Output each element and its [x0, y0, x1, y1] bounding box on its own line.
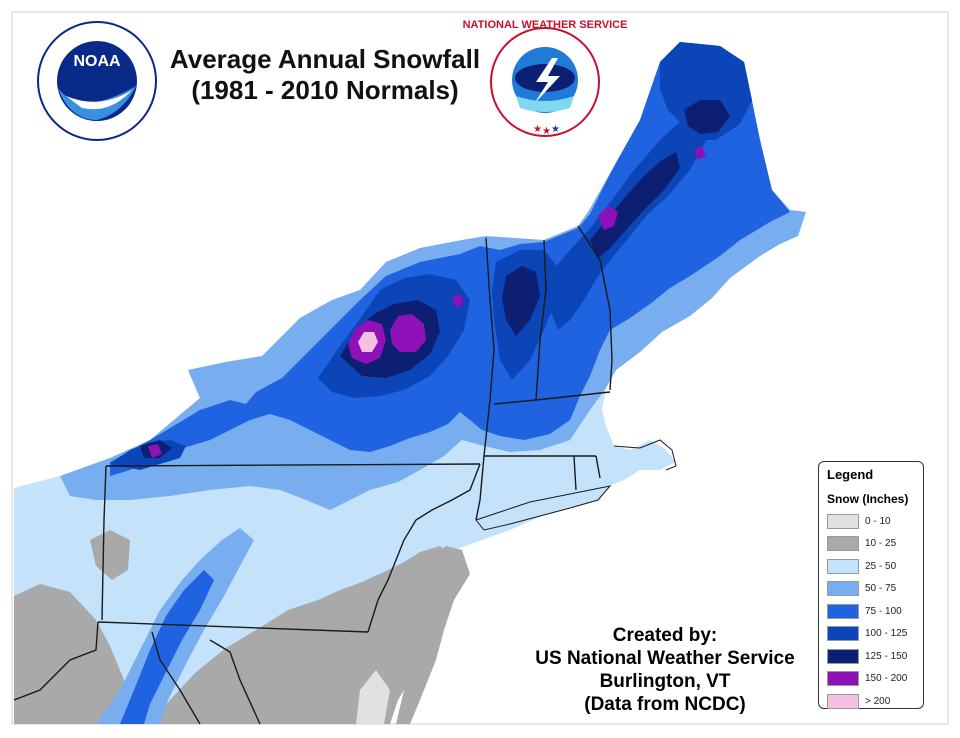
credit-line-1: Created by:	[612, 625, 718, 646]
legend-range-label: 150 - 200	[865, 673, 908, 685]
va-border	[209, 639, 261, 725]
legend-title: Legend	[827, 467, 874, 482]
svg-text:★: ★	[533, 124, 542, 135]
legend-swatch	[827, 536, 859, 552]
legend-item: 25 - 50	[827, 555, 923, 578]
credit-block: Created by: US National Weather Service …	[520, 624, 810, 716]
zone-150-200-adk	[452, 294, 464, 308]
zone-75-100-north	[110, 42, 790, 476]
zone-150-200-tug-east	[390, 314, 426, 352]
legend-range-label: 50 - 75	[865, 583, 897, 595]
legend-item: 0 - 10	[827, 510, 923, 533]
zone-125-150-adk	[502, 266, 540, 336]
long-island	[475, 485, 612, 531]
legend-item: 125 - 150	[827, 645, 923, 668]
legend-item: 50 - 75	[827, 578, 923, 601]
zone-over-200	[358, 332, 378, 352]
legend-range-label: 100 - 125	[865, 628, 908, 640]
zone-10-25-south	[14, 584, 134, 724]
zone-150-200-nh	[598, 206, 618, 230]
zone-150-200-maine	[694, 146, 706, 160]
legend-range-label: 0 - 10	[865, 515, 891, 527]
pa-south-border	[97, 621, 369, 633]
zone-10-25-west	[90, 530, 130, 580]
legend-range-label: > 200	[865, 695, 891, 707]
credit-line-2: US National Weather Service	[535, 648, 795, 669]
legend-swatch	[827, 558, 859, 574]
legend-item: 75 - 100	[827, 600, 923, 623]
ri-east-border	[595, 455, 601, 479]
legend-range-label: 25 - 50	[865, 560, 897, 572]
legend-range-label: 125 - 150	[865, 650, 908, 662]
legend-swatch	[827, 671, 859, 687]
wv-border	[13, 621, 99, 701]
ny-pa-border	[105, 463, 481, 467]
map-title: Average Annual Snowfall (1981 - 2010 Nor…	[160, 44, 490, 106]
md-va-border	[151, 631, 201, 725]
legend-rows: 0 - 10 10 - 25 25 - 50 50 - 75 75 - 100 100 -…	[819, 510, 923, 713]
svg-text:★: ★	[551, 124, 560, 135]
ct-ny-border	[475, 455, 485, 521]
legend-swatch	[827, 581, 859, 597]
legend-item: 10 - 25	[827, 533, 923, 556]
pa-west-border	[101, 465, 107, 621]
nws-logo: ★ ★ ★	[490, 27, 600, 137]
title-line-1: Average Annual Snowfall	[169, 44, 481, 74]
nws-ring-text: NATIONAL WEATHER SERVICE	[463, 19, 628, 31]
snowfall-shading	[14, 42, 806, 724]
legend-range-label: 10 - 25	[865, 538, 897, 550]
credit-line-3: Burlington, VT	[599, 671, 731, 692]
zone-0-10-de	[356, 670, 390, 724]
zone-125-150-maine	[684, 100, 730, 134]
noaa-center-text: NOAA	[73, 53, 121, 70]
ma-north-border	[493, 391, 611, 405]
legend-subtitle: Snow (Inches)	[827, 492, 909, 506]
vt-nh-border	[535, 239, 547, 401]
legend-item: > 200	[827, 690, 923, 713]
legend-panel: Legend Snow (Inches) 0 - 10 10 - 25 25 - 5…	[818, 461, 924, 709]
map-frame	[11, 11, 949, 725]
title-line-2: (1981 - 2010 Normals)	[191, 75, 459, 105]
zone-10-25-nj	[396, 546, 470, 724]
state-borders	[13, 225, 613, 725]
legend-swatch	[827, 626, 859, 642]
svg-text:★: ★	[542, 126, 551, 137]
legend-range-label: 75 - 100	[865, 605, 902, 617]
cape-cod	[613, 439, 677, 471]
legend-swatch	[827, 513, 859, 529]
noaa-logo	[37, 21, 157, 141]
legend-swatch	[827, 603, 859, 619]
legend-item: 150 - 200	[827, 668, 923, 691]
legend-item: 100 - 125	[827, 623, 923, 646]
pa-nj-border	[367, 463, 481, 633]
zone-75-100-ridge	[120, 570, 214, 724]
zone-125-150-nh	[590, 152, 680, 258]
credit-line-4: (Data from NCDC)	[584, 694, 746, 715]
nh-maine-border	[577, 225, 613, 391]
legend-swatch	[827, 648, 859, 664]
zone-150-200-erie	[148, 444, 162, 458]
legend-swatch	[827, 693, 859, 709]
ny-vt-border	[483, 237, 495, 457]
ct-ri-border	[573, 455, 577, 491]
